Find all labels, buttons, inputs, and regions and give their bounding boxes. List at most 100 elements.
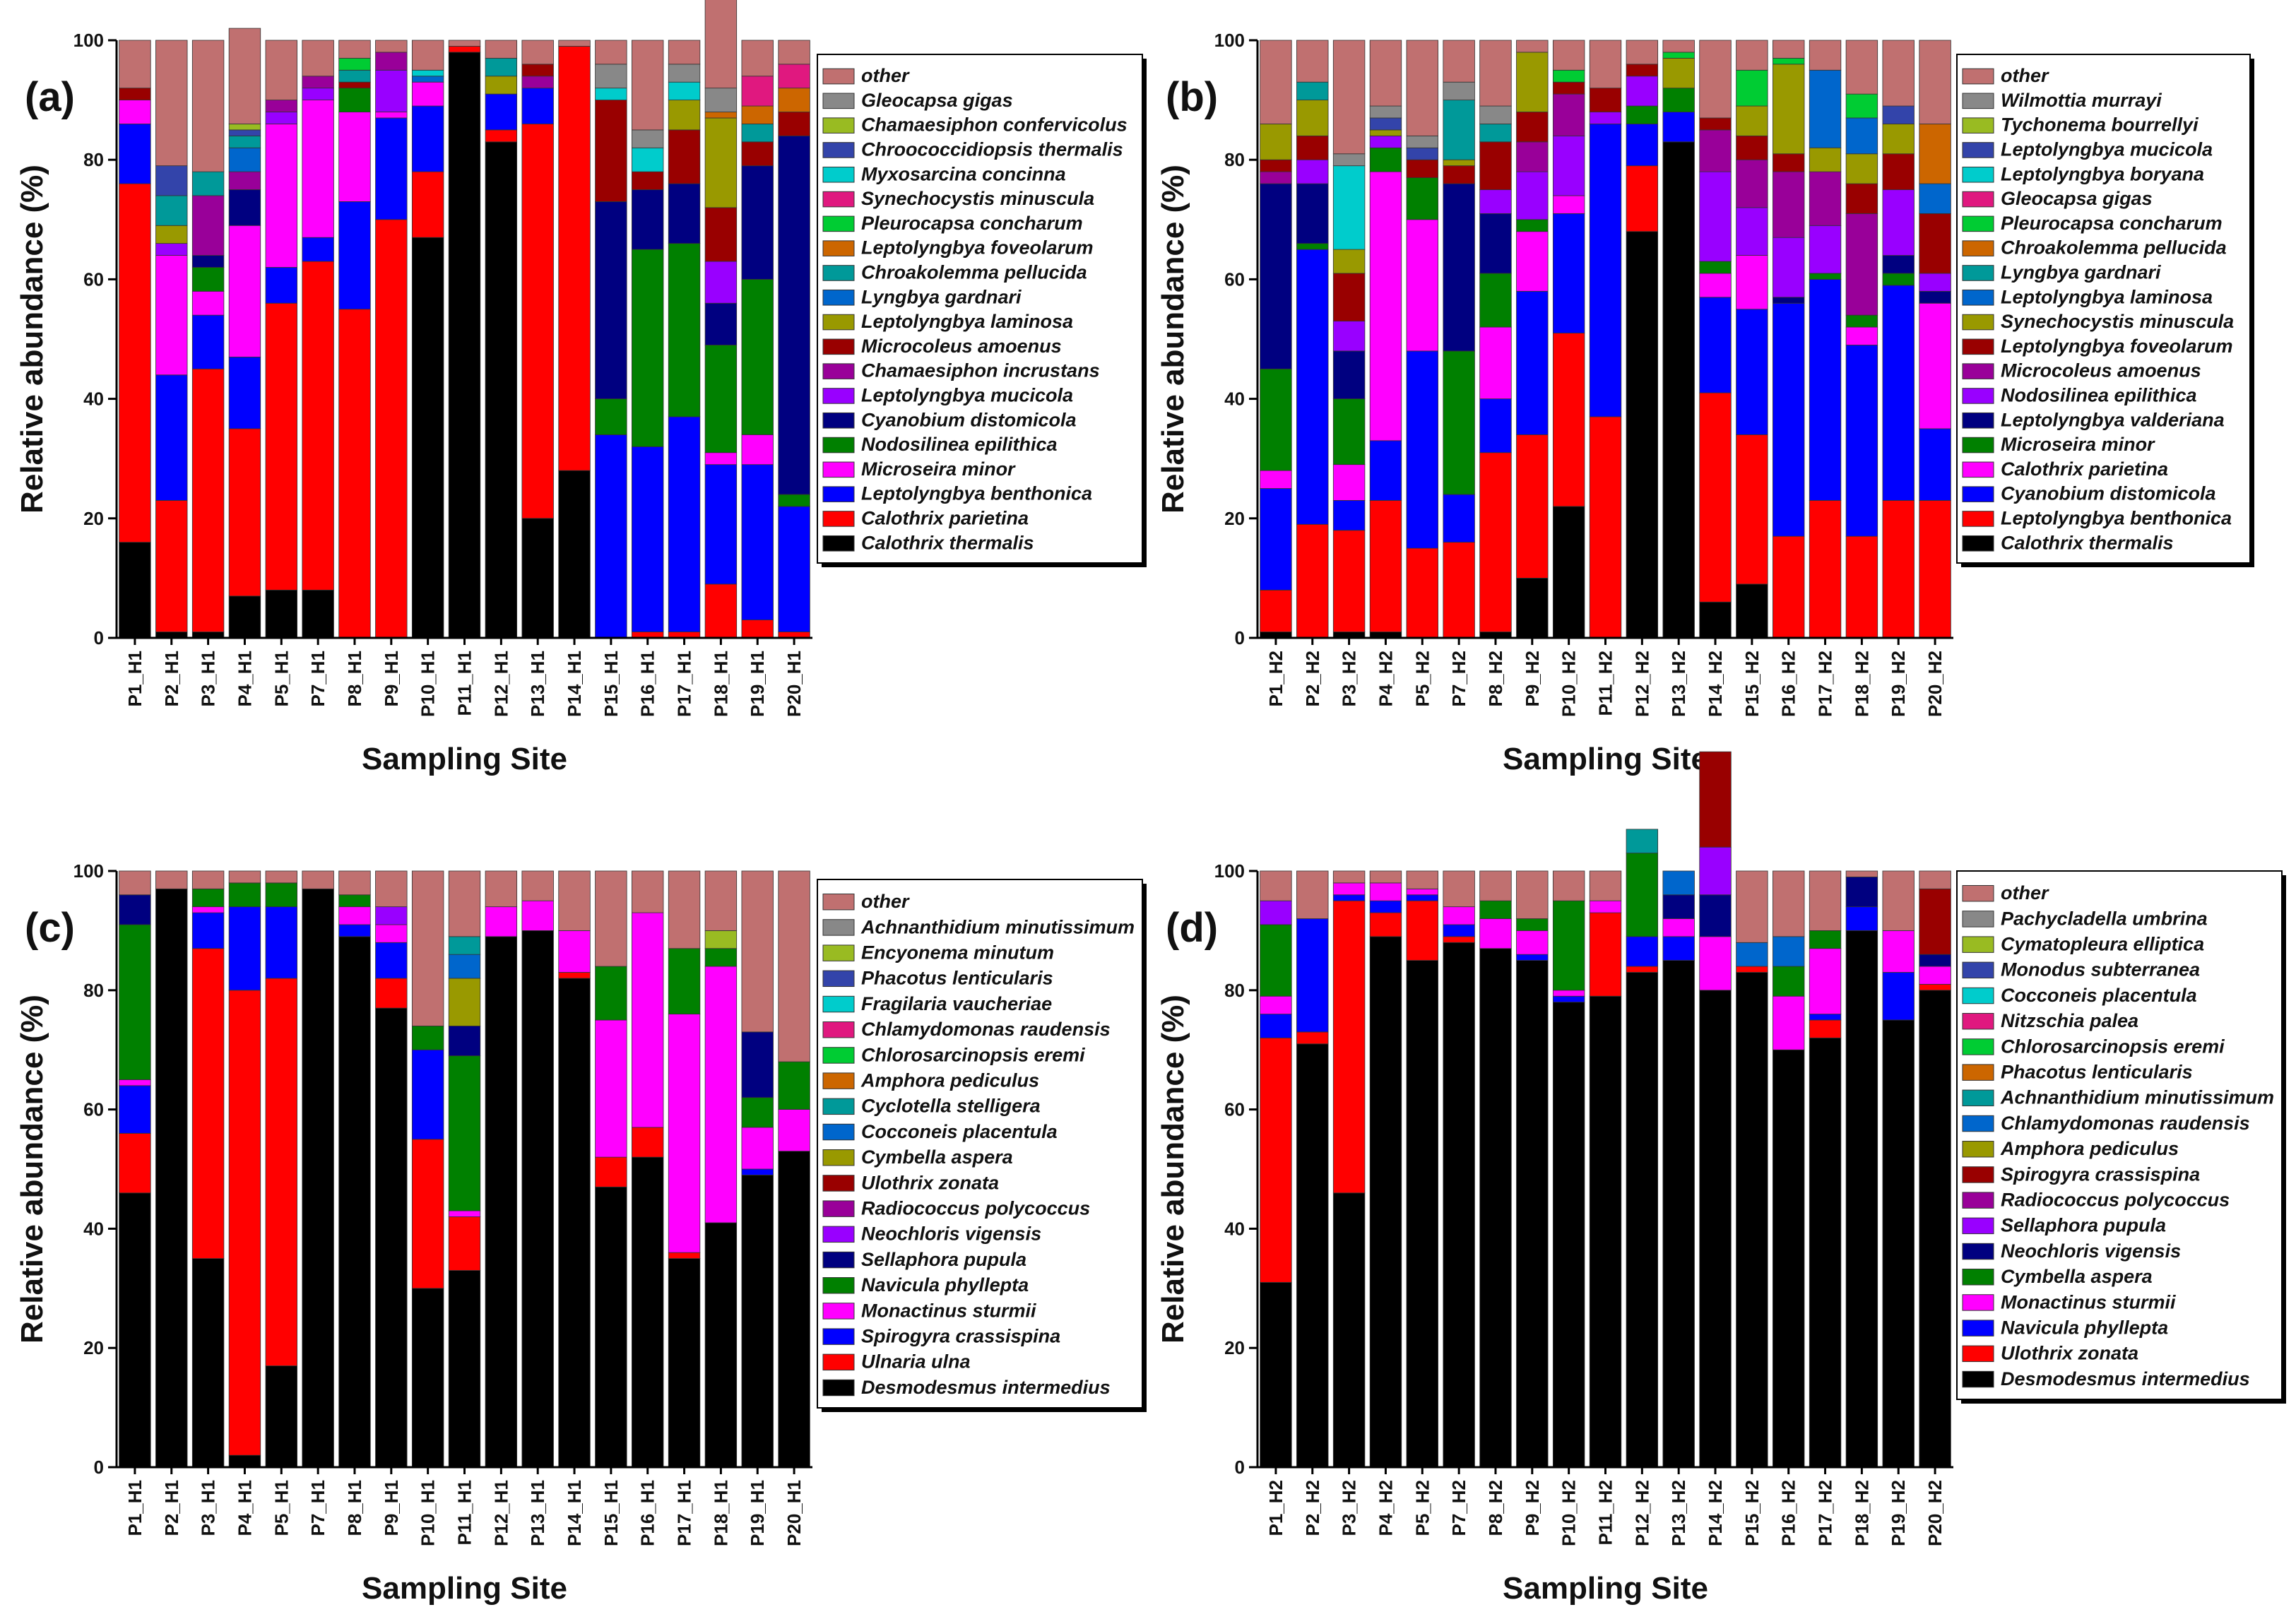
legend-label: Pleurocapsa concharum	[861, 213, 1083, 234]
x-tick-label: P7_H2	[1448, 651, 1469, 707]
bar-segment-a-P14_H1-s1	[558, 46, 591, 471]
legend-swatch	[1962, 961, 1994, 979]
legend-label: Ulothrix zonata	[861, 1172, 999, 1193]
x-tick-label: P18_H2	[1851, 651, 1872, 717]
x-tick-label: P3_H2	[1339, 1480, 1360, 1536]
bar-segment-b-P5_H2-s18	[1406, 135, 1438, 148]
bar-segment-d-P13_H2-s5	[1662, 894, 1695, 919]
bar-segment-a-P15_H1-s8	[595, 100, 627, 202]
x-tick-label: P13_H1	[527, 651, 548, 717]
legend-label: Chroakolemma pellucida	[861, 261, 1087, 283]
legend-swatch	[1962, 461, 1994, 478]
bar-segment-d-P1_H2-s3	[1260, 995, 1292, 1014]
bar-segment-a-P19_H1-s4	[741, 278, 774, 435]
bar-segment-d-P11_H2-s0	[1589, 995, 1622, 1468]
bar-segment-b-P19_H2-s16	[1882, 105, 1915, 124]
bar-segment-c-P4_H1-s1	[228, 990, 261, 1456]
bar-segment-b-P16_H2-s1	[1773, 535, 1805, 639]
x-tick-label: P1_H2	[1265, 651, 1286, 707]
x-tick-label: P11_H2	[1595, 651, 1616, 716]
legend-label: Amphora pediculus	[2000, 1138, 2179, 1159]
bar-segment-b-P15_H2-s19	[1736, 40, 1768, 71]
bar-segment-a-P8_H1-s8	[338, 81, 371, 89]
bar-segment-a-P1_H1-s0	[119, 542, 151, 639]
bar-segment-a-P19_H1-s12	[741, 105, 774, 124]
panel-label: (c)	[25, 905, 75, 951]
bar-segment-b-P13_H2-s2	[1662, 112, 1695, 143]
x-tick-label: P7_H1	[307, 651, 329, 707]
bar-segment-b-P12_H2-s8	[1626, 64, 1659, 77]
bar-segment-a-P2_H1-s1	[155, 500, 188, 632]
legend-label: Calothrix thermalis	[2001, 532, 2174, 553]
x-tick-label: P12_H2	[1631, 1480, 1652, 1546]
legend-swatch	[822, 1353, 855, 1371]
bar-segment-c-P10_H1-s0	[411, 1288, 444, 1468]
x-tick-label: P19_H2	[1888, 651, 1909, 717]
x-tick-label: P17_H1	[674, 651, 695, 717]
legend-label: Cymatopleura elliptica	[2001, 933, 2204, 954]
bar-segment-b-P2_H2-s4	[1296, 243, 1329, 250]
bar-segment-b-P1_H2-s2	[1260, 488, 1292, 591]
bar-segment-c-P17_H1-s1	[668, 1252, 701, 1260]
bar-segment-b-P11_H2-s8	[1589, 88, 1622, 112]
bar-segment-c-P11_H1-s1	[448, 1216, 481, 1271]
bar-segment-c-P17_H1-s19	[668, 870, 701, 949]
bar-segment-a-P15_H1-s5	[595, 201, 627, 400]
bar-segment-a-P7_H1-s0	[302, 589, 334, 639]
bar-segment-b-P16_H2-s2	[1773, 302, 1805, 537]
legend-swatch	[1962, 1192, 1994, 1209]
bar-segment-a-P2_H1-s16	[155, 165, 188, 196]
bar-segment-c-P11_H1-s9	[448, 978, 481, 1026]
bar-segment-c-P11_H1-s10	[448, 954, 481, 979]
bar-segment-a-P15_H1-s15	[595, 88, 627, 101]
bar-segment-b-P4_H2-s18	[1369, 105, 1402, 119]
x-tick-label: P17_H2	[1815, 1480, 1836, 1546]
x-tick-label: P2_H2	[1302, 651, 1323, 707]
bar-segment-c-P1_H1-s5	[119, 894, 151, 925]
bar-segment-b-P5_H2-s1	[1406, 547, 1438, 639]
legend-label: Synechocystis minuscula	[2001, 311, 2234, 332]
legend-swatch	[822, 995, 855, 1013]
bar-segment-c-P14_H1-s1	[558, 972, 591, 979]
bar-segment-b-P14_H2-s7	[1699, 129, 1732, 172]
bar-segment-c-P4_H1-s4	[228, 882, 261, 908]
legend-swatch	[1962, 1166, 1994, 1183]
legend-swatch	[1962, 388, 1994, 404]
bar-segment-c-P9_H1-s1	[375, 978, 408, 1009]
bar-segment-b-P4_H2-s4	[1369, 147, 1402, 172]
bar-segment-a-P2_H1-s19	[155, 40, 188, 167]
bar-segment-a-P19_H1-s3	[741, 434, 774, 466]
bar-segment-b-P3_H2-s1	[1332, 530, 1366, 632]
bar-segment-b-P7_H2-s4	[1443, 350, 1475, 495]
legend-swatch	[1962, 885, 1994, 902]
bar-segment-d-P2_H2-s19	[1296, 870, 1329, 919]
x-tick-label: P2_H2	[1302, 1480, 1323, 1536]
legend-swatch	[822, 215, 855, 232]
bar-segment-a-P15_H1-s2	[595, 434, 627, 639]
x-tick-label: P19_H1	[747, 651, 768, 717]
bar-segment-d-P5_H2-s2	[1406, 894, 1438, 901]
bar-segment-a-P5_H1-s0	[265, 589, 297, 639]
y-tick-label: 0	[94, 627, 104, 648]
legend-label: Ulothrix zonata	[2001, 1343, 2138, 1364]
bar-segment-b-P10_H2-s0	[1552, 506, 1585, 639]
x-tick-label: P9_H1	[381, 1480, 402, 1536]
bar-segment-d-P11_H2-s1	[1589, 912, 1622, 997]
legend-swatch	[822, 142, 855, 158]
y-tick-label: 0	[1235, 627, 1245, 648]
bar-segment-a-P16_H1-s8	[632, 171, 664, 190]
legend-label: Leptolyngbya benthonica	[861, 483, 1092, 504]
bar-segment-b-P17_H2-s19	[1809, 40, 1842, 71]
bar-segment-b-P8_H2-s18	[1479, 105, 1512, 124]
bar-segment-b-P8_H2-s2	[1479, 398, 1512, 454]
bar-segment-c-P10_H1-s4	[411, 1026, 444, 1050]
x-tick-label: P20_H2	[1924, 651, 1946, 717]
legend-swatch	[1962, 363, 1994, 379]
bar-segment-b-P15_H2-s3	[1736, 255, 1768, 310]
bar-segment-d-P4_H2-s3	[1369, 882, 1402, 901]
bar-segment-c-P18_H1-s19	[704, 870, 738, 931]
bar-segment-a-P18_H1-s4	[704, 345, 738, 454]
legend-label: Pleurocapsa concharum	[2001, 213, 2223, 234]
bar-segment-c-P20_H1-s0	[778, 1151, 810, 1468]
